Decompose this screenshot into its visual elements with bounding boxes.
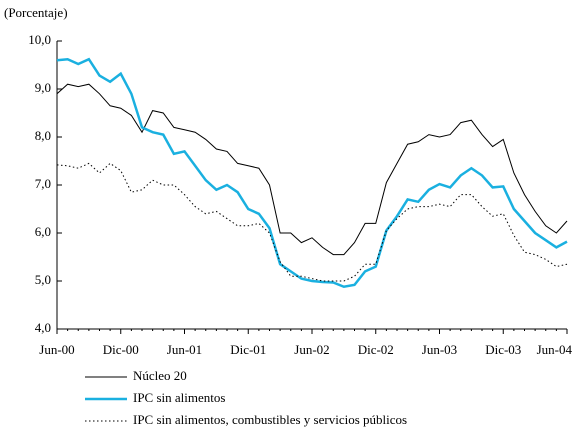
x-tick-label: Dic-01 [230,342,266,357]
legend-label: Núcleo 20 [133,368,187,383]
y-tick-label: 4,0 [35,320,51,335]
x-tick-label: Jun-01 [167,342,202,357]
x-tick-label: Dic-03 [485,342,521,357]
y-tick-label: 7,0 [35,176,51,191]
y-tick-label: 9,0 [35,80,51,95]
legend-label: IPC sin alimentos [133,390,225,405]
x-tick-label: Jun-04 [537,342,573,357]
x-tick-label: Dic-02 [358,342,394,357]
x-tick-label: Jun-03 [422,342,457,357]
y-tick-label: 6,0 [35,224,51,239]
series-line [56,57,568,289]
series-line [56,83,568,256]
x-tick-label: Jun-02 [294,342,329,357]
y-tick-label: 10,0 [28,32,51,47]
legend-label: IPC sin alimentos, combustibles y servic… [133,412,407,427]
x-tick-label: Dic-00 [103,342,139,357]
y-axis-label: (Porcentaje) [4,5,68,20]
series-line [56,162,568,282]
y-tick-label: 8,0 [35,128,51,143]
x-tick-label: Jun-00 [39,342,74,357]
y-tick-label: 5,0 [35,272,51,287]
